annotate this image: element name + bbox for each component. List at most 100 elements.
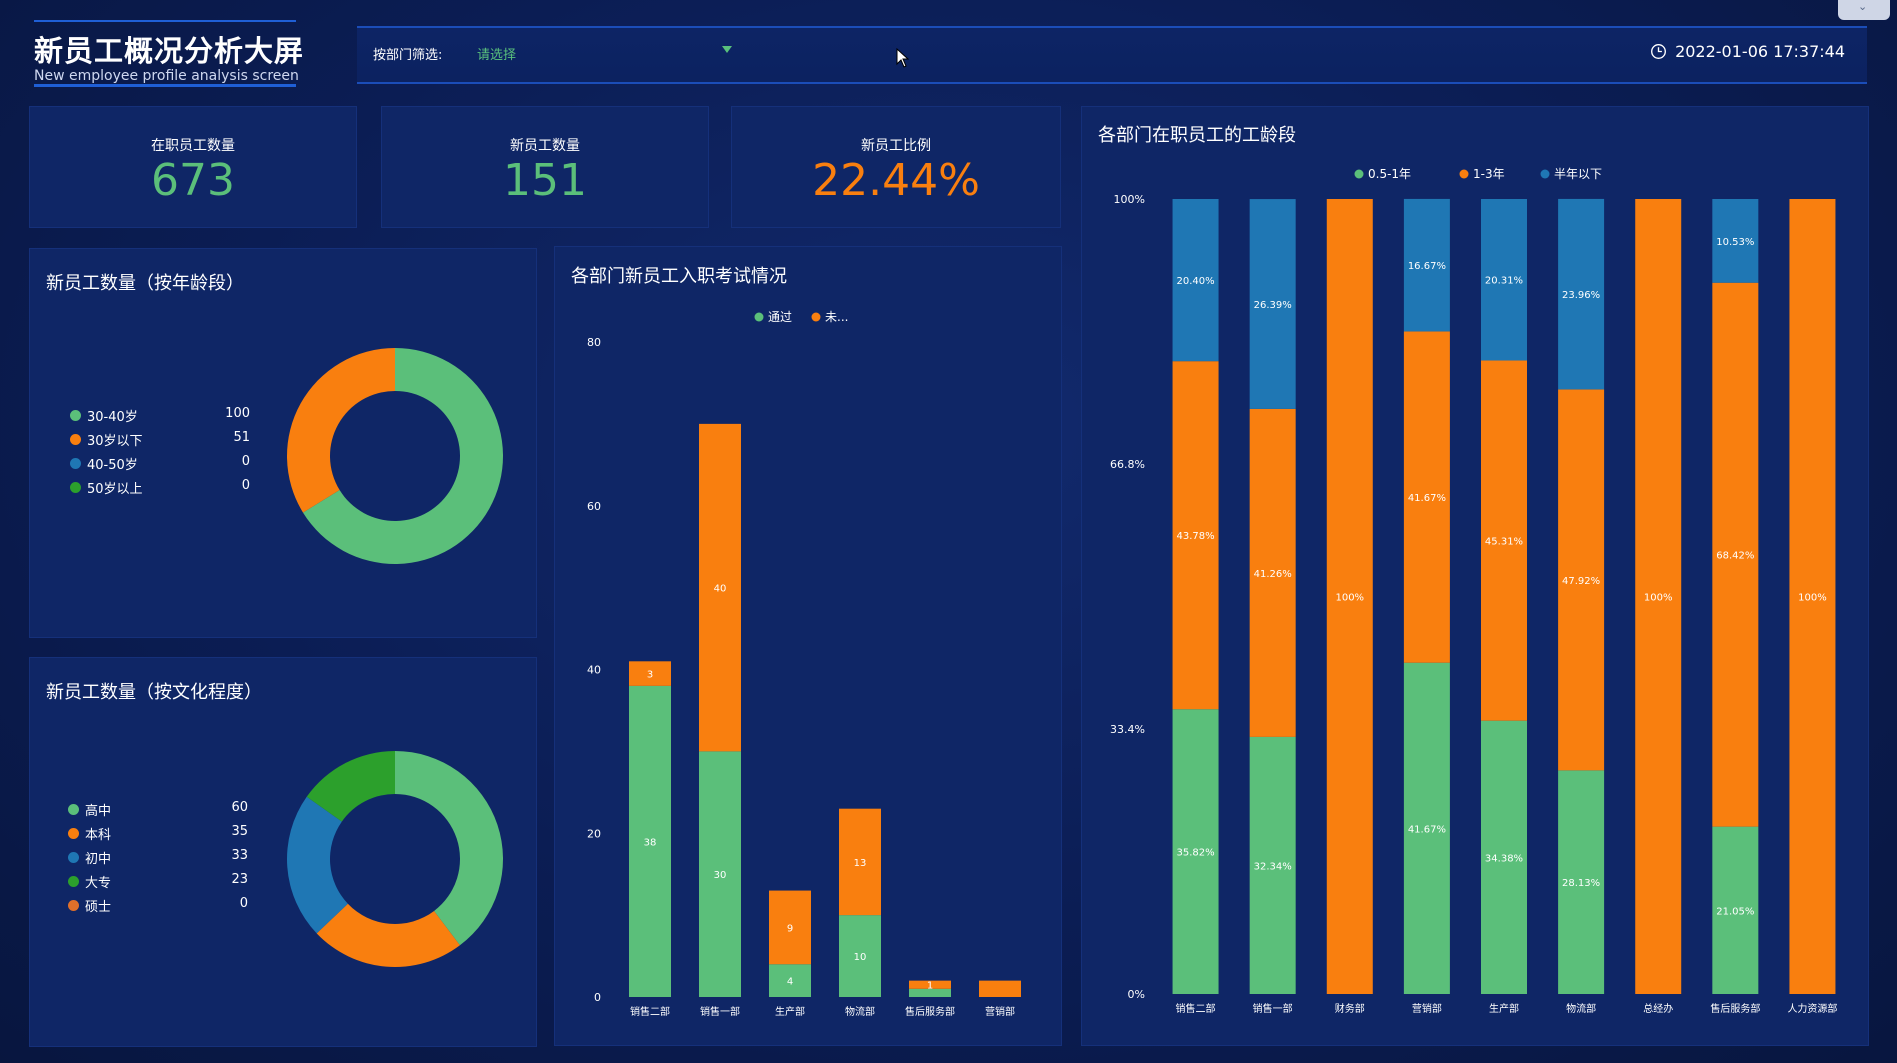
bar-segment[interactable] [1172, 709, 1219, 994]
data-label: 10 [854, 952, 867, 963]
bar-segment[interactable] [909, 980, 951, 989]
bar-segment[interactable] [1403, 662, 1450, 994]
y-tick-label: 0 [594, 991, 601, 1004]
age-donut-chart[interactable] [270, 331, 520, 581]
bar-segment[interactable] [629, 661, 671, 686]
donut-slice[interactable] [395, 751, 503, 946]
bar-segment[interactable] [1403, 198, 1450, 332]
exam-bar-chart: 0 20 40 60 80 38 3 销售二部 30 40 销售一部 4 9 生产部 10 13 物流部 1 售后服… [587, 310, 1021, 1018]
data-label: 10.53% [1716, 237, 1754, 248]
bar-segment[interactable] [1635, 199, 1682, 994]
bar-segment[interactable] [1558, 770, 1605, 994]
data-label: 3 [647, 670, 653, 681]
bar-segment[interactable] [1249, 736, 1296, 994]
kpi-value: 673 [151, 155, 235, 206]
app-title-block: 新员工概况分析大屏 New employee profile analysis … [34, 28, 304, 84]
bar-segment[interactable] [1712, 199, 1759, 283]
bar-segment[interactable] [909, 988, 951, 997]
donut-slice[interactable] [287, 348, 395, 513]
legend-item[interactable]: 初中 [68, 848, 111, 867]
x-tick-label: 物流部 [1566, 1002, 1596, 1015]
y-tick-label: 66.8% [1110, 458, 1145, 471]
y-tick-label: 100% [1114, 193, 1145, 206]
legend-item[interactable]: 0.5-1年 [1354, 167, 1412, 181]
bar-segment[interactable] [1403, 331, 1450, 663]
legend-label: 初中 [85, 852, 112, 867]
legend-dot-icon [70, 434, 81, 445]
bar-segment[interactable] [1481, 720, 1527, 994]
tenure-bar-chart: 0% 33.4% 66.8% 100% 35.82% 43.78% 20.40% 销售二部 32… [1110, 167, 1837, 1015]
chevron-down-icon[interactable]: ⌄ [1858, 0, 1868, 13]
legend-item[interactable]: 1-3年 [1459, 167, 1505, 181]
legend-item[interactable]: 高中 [68, 800, 111, 819]
data-label: 38 [644, 837, 657, 848]
collapse-button[interactable]: ⌄ [1838, 0, 1890, 20]
bar-segment[interactable] [769, 890, 811, 965]
bar-segment[interactable] [839, 915, 881, 997]
data-label: 28.13% [1562, 878, 1600, 889]
department-filter-select[interactable]: 请选择 [470, 38, 740, 66]
legend-item[interactable]: 大专 [68, 872, 111, 891]
data-label: 35.82% [1176, 848, 1214, 859]
bar-segment[interactable] [1481, 199, 1527, 361]
education-donut-chart[interactable] [270, 734, 520, 984]
bar-segment[interactable] [839, 808, 881, 916]
data-label: 21.05% [1716, 906, 1754, 917]
legend-item[interactable]: 30岁以下 [70, 430, 143, 449]
bar-segment[interactable] [699, 423, 741, 752]
bar-segment[interactable] [629, 685, 671, 997]
legend-item[interactable]: 40-50岁 [70, 454, 138, 473]
legend-dot-icon [68, 852, 79, 863]
data-label: 20.31% [1485, 276, 1523, 287]
bar-segment[interactable] [1558, 389, 1605, 771]
legend-dot-icon [811, 312, 821, 322]
kpi-label: 在职员工数量 [151, 138, 235, 154]
bar-segment[interactable] [1172, 361, 1219, 710]
legend-dot-icon [68, 804, 79, 815]
chevron-down-icon[interactable] [722, 46, 732, 53]
bar-segment[interactable] [1712, 826, 1759, 994]
legend-label: 50岁以上 [87, 482, 143, 497]
legend-value: 23 [231, 872, 248, 887]
legend-value: 0 [241, 478, 250, 493]
donut-slice[interactable] [287, 796, 348, 934]
legend-value: 60 [231, 800, 248, 815]
bar-segment[interactable] [1249, 408, 1296, 737]
data-label: 43.78% [1176, 531, 1214, 542]
title-underline [34, 84, 296, 87]
bar-segment[interactable] [1712, 282, 1759, 827]
bar-segment[interactable] [1249, 199, 1296, 409]
bar-segment[interactable] [1326, 199, 1373, 994]
exam-bar-panel: 各部门新员工入职考试情况 0 20 40 60 80 38 3 销售二部 30 40 销售一部 4 9 生… [554, 246, 1062, 1046]
bar-segment[interactable] [1481, 360, 1527, 721]
panel-title: 各部门新员工入职考试情况 [571, 266, 787, 287]
bar-segment[interactable] [1558, 198, 1605, 390]
bar-segment[interactable] [1172, 199, 1219, 362]
donut-slice[interactable] [316, 903, 460, 967]
legend-label: 本科 [85, 828, 112, 843]
legend-item[interactable]: 30-40岁 [70, 406, 138, 425]
bar-segment[interactable] [699, 751, 741, 997]
bar-segment[interactable] [1789, 199, 1836, 994]
legend-item[interactable]: 未... [811, 310, 849, 324]
app-title: 新员工概况分析大屏 [34, 34, 305, 68]
legend-dot-icon [70, 410, 81, 421]
legend-item[interactable]: 通过 [754, 310, 793, 324]
x-tick-label: 生产部 [775, 1005, 805, 1018]
bar-segment[interactable] [979, 980, 1021, 997]
bar-segment[interactable] [769, 964, 811, 997]
x-tick-label: 销售二部 [1176, 1002, 1216, 1015]
y-tick-label: 20 [587, 827, 601, 840]
department-filter-label: 按部门筛选: [373, 48, 443, 63]
donut-slice[interactable] [306, 751, 395, 822]
data-label: 100% [1644, 593, 1673, 604]
legend-dot-icon [754, 312, 764, 322]
legend-item[interactable]: 本科 [68, 824, 111, 843]
legend-dot-icon [70, 458, 81, 469]
data-label: 68.42% [1716, 551, 1754, 562]
donut-slice[interactable] [303, 348, 503, 564]
legend-item[interactable]: 50岁以上 [70, 478, 143, 497]
legend-item[interactable]: 硕士 [68, 896, 111, 915]
data-label: 100% [1335, 593, 1364, 604]
legend-item[interactable]: 半年以下 [1540, 167, 1603, 181]
